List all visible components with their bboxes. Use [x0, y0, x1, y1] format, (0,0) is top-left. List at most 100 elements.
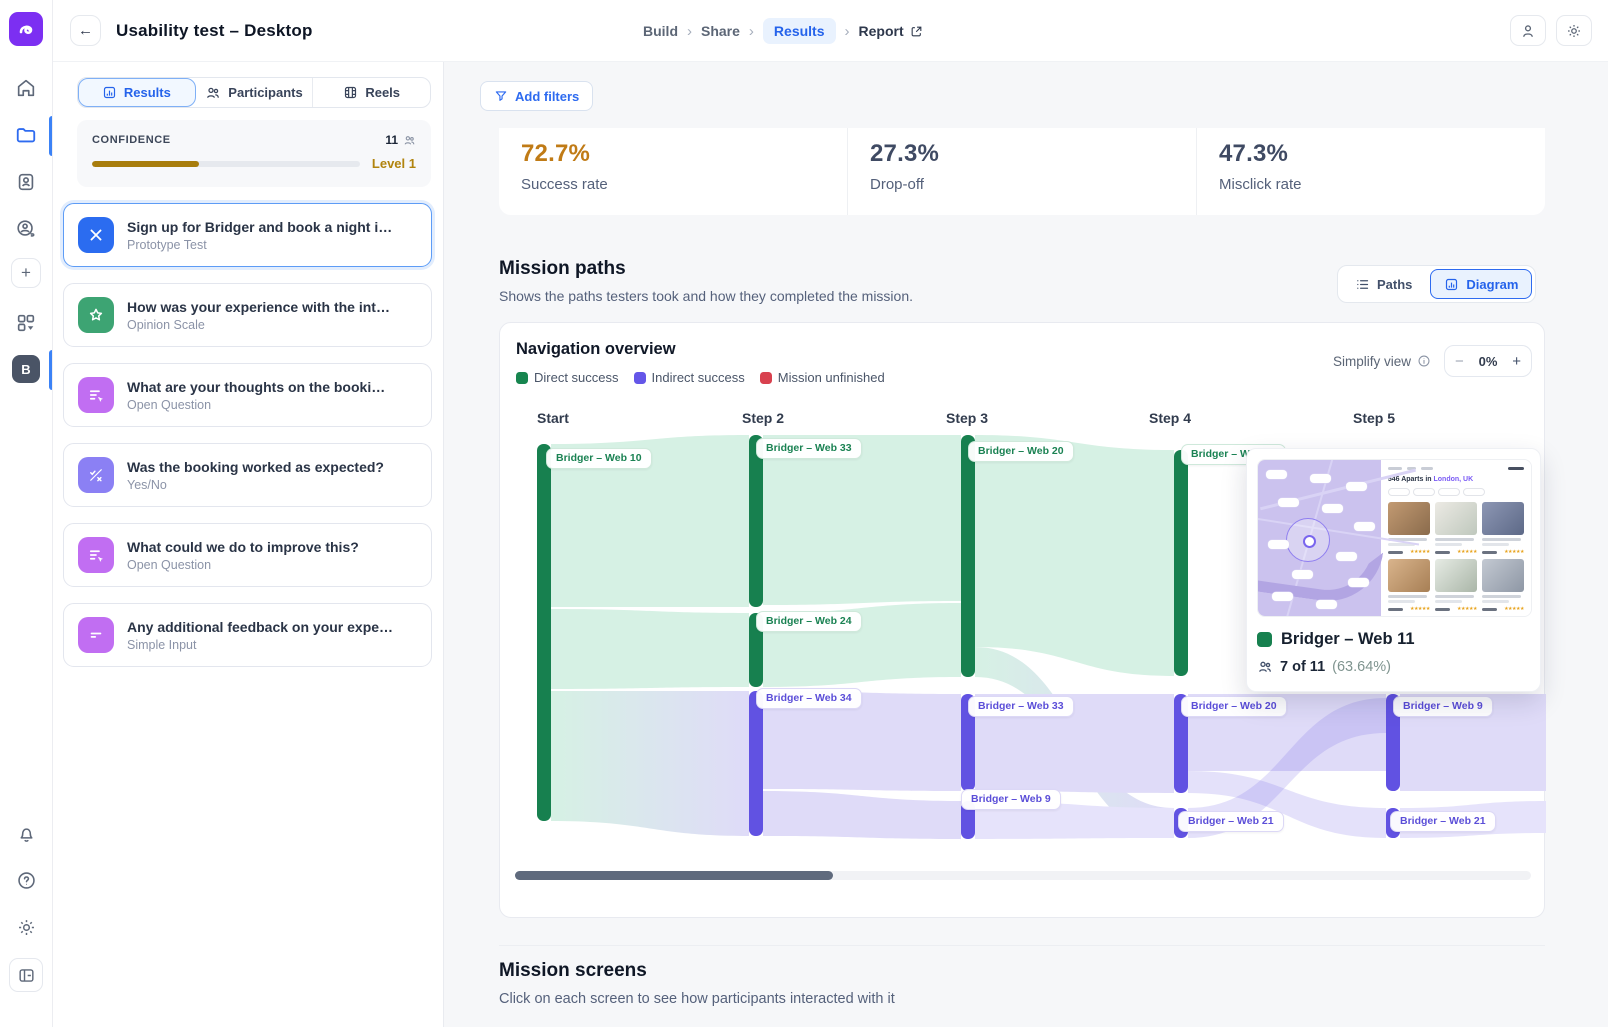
horizontal-scrollbar[interactable] [515, 871, 1531, 880]
toggle-paths[interactable]: Paths [1341, 269, 1426, 299]
apps-grid-icon[interactable] [9, 306, 43, 340]
id-card-icon[interactable] [9, 165, 43, 199]
home-icon[interactable] [9, 71, 43, 105]
map-price-pill [1348, 578, 1369, 587]
breadcrumb-share[interactable]: Share [701, 23, 740, 39]
sankey-link[interactable] [763, 791, 961, 839]
workspace-avatar[interactable]: B [9, 352, 43, 386]
active-section-indicator [49, 116, 52, 156]
results-main: Add filters 72.7% Success rate 27.3% Drop-o… [444, 62, 1608, 1027]
collapse-panel-icon[interactable] [9, 958, 43, 992]
notifications-bell-icon[interactable] [9, 816, 43, 850]
sankey-node-label[interactable]: Bridger – Web 33 [968, 696, 1074, 717]
map-price-pill [1292, 570, 1313, 579]
toggle-diagram[interactable]: Diagram [1430, 269, 1533, 299]
sankey-node-label[interactable]: Bridger – Web 34 [756, 688, 862, 709]
question-card[interactable]: How was your experience with the int… Opi… [63, 283, 432, 347]
sankey-node-label[interactable]: Bridger – Web 9 [961, 789, 1061, 810]
navigation-overview-card: Navigation overview Direct success Indire… [499, 322, 1546, 918]
tooltip-count: 7 of 11 [1280, 659, 1326, 675]
sankey-node[interactable] [537, 444, 551, 821]
map-price-pill [1310, 474, 1331, 483]
sankey-node[interactable] [961, 801, 975, 839]
sankey-node-label[interactable]: Bridger – Web 20 [1181, 696, 1287, 717]
sankey-link[interactable] [1400, 694, 1546, 791]
sankey-link[interactable] [1188, 771, 1386, 838]
tab-label: Reels [365, 85, 401, 100]
question-type: Prototype Test [127, 237, 207, 252]
maze-logo-icon[interactable] [9, 12, 43, 46]
sankey-link[interactable] [975, 801, 1174, 839]
legend-item: Mission unfinished [759, 370, 885, 385]
participants-icon [1259, 661, 1271, 672]
open-question-icon [78, 377, 114, 413]
settings-gear-icon[interactable] [9, 910, 43, 944]
sankey-link[interactable] [975, 694, 1174, 793]
question-title: Sign up for Bridger and book a night i… [127, 218, 393, 235]
tab-results[interactable]: Results [78, 78, 196, 107]
sankey-node-label[interactable]: Bridger – Web 24 [756, 611, 862, 632]
step-label: Step 4 [1149, 410, 1192, 426]
confidence-count: 11 [385, 133, 416, 147]
prototype-test-icon [78, 217, 114, 253]
sankey-node[interactable] [961, 694, 975, 791]
sankey-node[interactable] [749, 435, 763, 607]
help-icon[interactable] [9, 863, 43, 897]
listing-card: ★★★★★ [1387, 502, 1430, 555]
metric-label: Drop-off [870, 176, 924, 193]
create-new-button[interactable]: + [11, 258, 41, 288]
question-card[interactable]: Was the booking worked as expected? Yes/N… [63, 443, 432, 507]
question-card[interactable]: Any additional feedback on your expe… Sim… [63, 603, 432, 667]
sankey-node[interactable] [1386, 694, 1400, 791]
question-type: Open Question [127, 397, 212, 412]
sankey-node[interactable] [961, 435, 975, 677]
direct-success-swatch [1257, 632, 1272, 647]
sankey-node-label[interactable]: Bridger – Web 10 [546, 448, 652, 469]
sankey-link[interactable] [551, 609, 749, 689]
user-dollar-icon[interactable] [9, 212, 43, 246]
tab-label: Results [123, 85, 171, 100]
question-type: Yes/No [127, 477, 167, 492]
breadcrumb-report[interactable]: Report [859, 23, 923, 39]
screen-thumbnail: 546 Aparts in London, UK ★★★★★ ★★★★★ ★★★★★… [1257, 459, 1532, 617]
tab-reels[interactable]: Reels [313, 78, 430, 107]
settings-icon[interactable] [1556, 15, 1592, 46]
sankey-node-label[interactable]: Bridger – Web 9 [1393, 696, 1493, 717]
sankey-link[interactable] [1188, 698, 1386, 838]
sankey-node-label[interactable]: Bridger – Web 21 [1178, 811, 1284, 832]
simplify-minus-button[interactable]: − [1455, 352, 1464, 370]
profile-icon[interactable] [1510, 15, 1546, 46]
navigation-overview-title: Navigation overview [516, 340, 676, 358]
sankey-link[interactable] [763, 435, 961, 605]
tab-participants[interactable]: Participants [196, 78, 314, 107]
sankey-node-label[interactable]: Bridger – Web 21 [1390, 811, 1496, 832]
breadcrumb-results[interactable]: Results [762, 18, 836, 44]
simplify-view-control: Simplify view − 0% + [1333, 345, 1532, 377]
mission-screens-subtitle: Click on each screen to see how particip… [499, 991, 895, 1007]
sankey-node[interactable] [1174, 694, 1188, 793]
question-card[interactable]: Sign up for Bridger and book a night i… P… [63, 203, 432, 267]
active-workspace-indicator [49, 350, 52, 390]
sankey-link[interactable] [551, 691, 749, 836]
simplify-plus-button[interactable]: + [1512, 352, 1521, 370]
sankey-node-label[interactable]: Bridger – Web 20 [968, 441, 1074, 462]
sankey-node[interactable] [749, 691, 763, 836]
sankey-link[interactable] [975, 435, 1174, 676]
add-filters-button[interactable]: Add filters [480, 81, 594, 111]
step-label: Start [537, 410, 569, 426]
question-card[interactable]: What are your thoughts on the booki… Open… [63, 363, 432, 427]
sankey-diagram[interactable] [500, 433, 1546, 863]
confidence-level: Level 1 [371, 156, 416, 171]
simplify-value: 0% [1478, 353, 1498, 369]
breadcrumb-build[interactable]: Build [643, 23, 678, 39]
projects-folder-icon[interactable] [9, 118, 43, 152]
sankey-link[interactable] [763, 691, 961, 791]
sankey-link[interactable] [551, 435, 749, 607]
back-button[interactable]: ← [70, 15, 101, 46]
scrollbar-thumb[interactable] [515, 871, 833, 880]
map-marker-icon [1286, 518, 1330, 562]
sankey-node-label[interactable]: Bridger – Web 33 [756, 438, 862, 459]
question-card[interactable]: What could we do to improve this? Open Qu… [63, 523, 432, 587]
mission-paths-subtitle: Shows the paths testers took and how the… [499, 288, 914, 304]
sankey-node[interactable] [1174, 450, 1188, 676]
